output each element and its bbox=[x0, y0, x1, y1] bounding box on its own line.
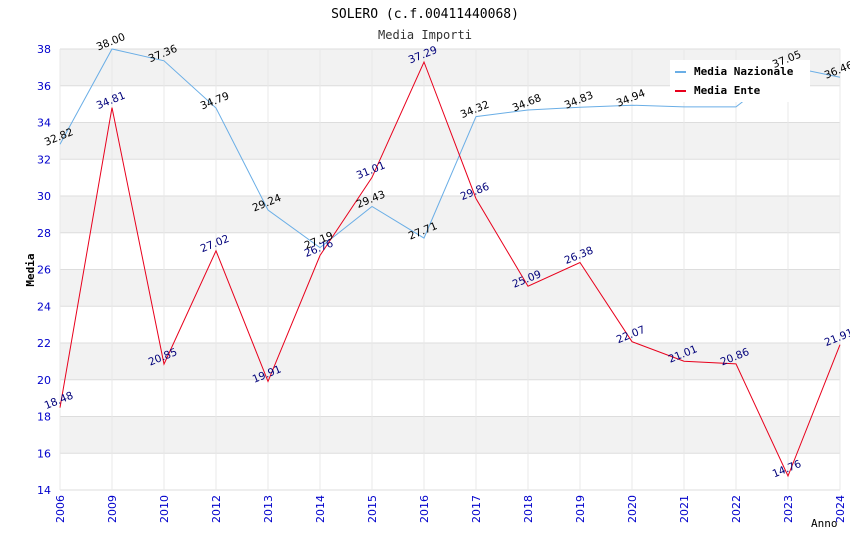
grid-band bbox=[60, 122, 840, 160]
legend-label-nazionale: Media Nazionale bbox=[694, 65, 794, 78]
data-label-ente: 26.38 bbox=[563, 245, 595, 267]
x-tick-label: 2012 bbox=[210, 495, 223, 523]
x-tick-label: 2018 bbox=[522, 495, 535, 523]
legend-box bbox=[670, 60, 810, 102]
y-tick-label: 22 bbox=[37, 337, 51, 350]
x-axis-label: Anno bbox=[811, 517, 838, 530]
y-tick-label: 18 bbox=[37, 411, 51, 424]
data-label-nazionale: 34.83 bbox=[563, 89, 595, 111]
grid-band bbox=[60, 416, 840, 454]
x-tick-label: 2010 bbox=[158, 495, 171, 523]
y-tick-label: 26 bbox=[37, 264, 51, 277]
grid-band bbox=[60, 196, 840, 233]
x-tick-label: 2009 bbox=[106, 495, 119, 523]
grid-band bbox=[60, 343, 840, 380]
data-label-nazionale: 34.94 bbox=[615, 87, 648, 110]
y-tick-label: 30 bbox=[37, 190, 51, 203]
y-tick-label: 36 bbox=[37, 80, 51, 93]
y-tick-label: 24 bbox=[37, 300, 51, 313]
x-axis-ticks: 2006 2009 2010 2012 2013 2014 2015 2016 2017 2018… bbox=[54, 495, 847, 523]
data-label-ente: 14.76 bbox=[771, 458, 804, 481]
y-tick-label: 32 bbox=[37, 153, 51, 166]
data-label-nazionale: 34.68 bbox=[511, 92, 543, 114]
x-tick-label: 2019 bbox=[574, 495, 587, 523]
x-tick-label: 2021 bbox=[678, 495, 691, 523]
grid-band bbox=[60, 269, 840, 307]
x-tick-label: 2006 bbox=[54, 495, 67, 523]
x-tick-label: 2020 bbox=[626, 495, 639, 523]
y-tick-label: 16 bbox=[37, 447, 51, 460]
data-label-ente: 34.81 bbox=[95, 90, 127, 112]
y-axis-label: Media bbox=[24, 253, 37, 286]
y-tick-label: 38 bbox=[37, 43, 51, 56]
y-axis-ticks: 14 16 18 20 22 24 26 28 30 32 34 36 38 bbox=[37, 43, 51, 497]
series-line-nazionale bbox=[59, 48, 841, 249]
y-tick-label: 20 bbox=[37, 374, 51, 387]
legend: Media Nazionale Media Ente bbox=[670, 60, 810, 102]
x-tick-label: 2017 bbox=[470, 495, 483, 523]
series-lines bbox=[59, 48, 841, 478]
y-tick-label: 28 bbox=[37, 227, 51, 240]
grid-bands bbox=[60, 49, 840, 454]
grid-lines bbox=[59, 48, 841, 491]
data-label-ente: 27.02 bbox=[199, 233, 231, 255]
x-tick-label: 2014 bbox=[314, 495, 327, 523]
chart-subtitle: Media Importi bbox=[378, 28, 472, 42]
x-tick-label: 2023 bbox=[782, 495, 795, 523]
chart-title: SOLERO (c.f.00411440068) bbox=[331, 7, 519, 22]
x-tick-label: 2024 bbox=[834, 495, 847, 523]
y-tick-label: 14 bbox=[37, 484, 51, 497]
data-label-ente: 18.48 bbox=[43, 390, 75, 412]
x-tick-label: 2013 bbox=[262, 495, 275, 523]
x-tick-label: 2015 bbox=[366, 495, 379, 523]
data-label-nazionale: 34.32 bbox=[459, 99, 491, 121]
legend-label-ente: Media Ente bbox=[694, 84, 761, 97]
x-tick-label: 2022 bbox=[730, 495, 743, 523]
series-line-ente bbox=[59, 60, 841, 478]
data-label-nazionale: 34.79 bbox=[199, 90, 231, 112]
x-tick-label: 2016 bbox=[418, 495, 431, 523]
y-tick-label: 34 bbox=[37, 117, 51, 130]
